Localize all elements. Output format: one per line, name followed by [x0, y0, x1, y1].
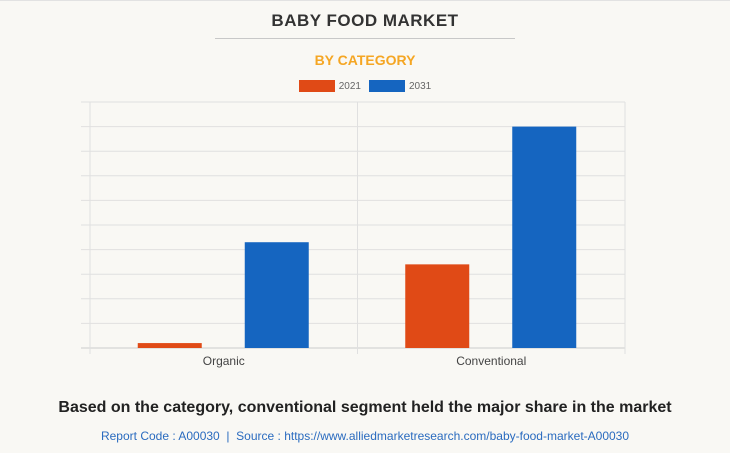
bar-organic-2021 [137, 343, 202, 348]
legend-swatch-2031 [369, 80, 405, 92]
chart-caption: Based on the category, conventional segm… [58, 399, 672, 416]
x-tick-label: Conventional [456, 354, 526, 368]
chart-subtitle: BY CATEGORY [314, 52, 416, 68]
legend-item-2031[interactable]: 2031 [369, 80, 431, 92]
chart-title: BABY FOOD MARKET [271, 11, 459, 30]
legend-label-2031: 2031 [409, 80, 432, 92]
title-divider [215, 38, 515, 39]
x-tick-label: Organic [203, 354, 245, 368]
legend-swatch-2021 [298, 80, 335, 92]
bar-plot: Organic Conventional [81, 101, 626, 368]
source-line: Report Code : A00030 | Source : https://… [100, 429, 630, 443]
legend: 2021 2031 [0, 80, 730, 92]
bar-conventional-2031 [512, 126, 577, 348]
bar-organic-2031 [244, 242, 309, 348]
legend-item-2021[interactable]: 2021 [298, 80, 361, 92]
bar-conventional-2021 [405, 264, 470, 348]
legend-label-2021: 2021 [338, 80, 361, 92]
